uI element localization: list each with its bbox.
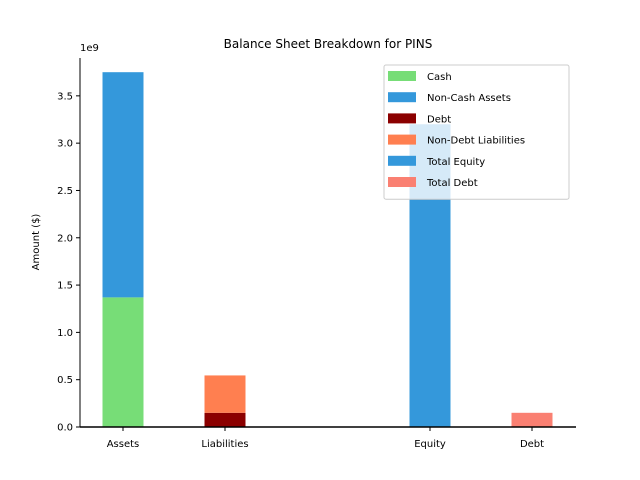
legend-label-non-cash-assets: Non-Cash Assets (427, 93, 511, 104)
y-tick-label: 1.0 (57, 328, 73, 339)
x-tick-label-liabilities: Liabilities (201, 439, 248, 450)
y-tick-label: 2.0 (57, 233, 73, 244)
y-tick-label: 3.0 (57, 139, 73, 150)
y-tick-label: 1.5 (57, 281, 73, 292)
x-axis: Assets Liabilities Equity Debt (80, 426, 576, 450)
legend-label-cash: Cash (427, 72, 452, 83)
legend-label-total-debt: Total Debt (426, 178, 478, 189)
legend-swatch-total-debt (388, 177, 416, 187)
x-tick-label-equity: Equity (414, 439, 446, 450)
x-tick-label-debt: Debt (520, 439, 544, 450)
y-axis-label: Amount ($) (31, 214, 42, 271)
legend-swatch-non-debt-liabilities (388, 134, 416, 145)
bar-debt-total-debt (511, 412, 553, 427)
legend-swatch-non-cash-assets (388, 92, 416, 103)
legend-swatch-debt (388, 113, 416, 124)
y-tick-label: 0.0 (57, 423, 73, 434)
y-tick-label: 0.5 (57, 375, 73, 386)
x-tick-label-assets: Assets (107, 439, 140, 450)
y-tick-label: 3.5 (57, 91, 73, 102)
y-offset-label: 1e9 (80, 43, 99, 54)
bar-assets-non-cash-assets (102, 72, 144, 298)
y-axis: 0.0 0.5 1.0 1.5 2.0 2.5 3.0 3.5 (57, 58, 81, 434)
legend-frame (383, 64, 570, 200)
legend-label-debt: Debt (427, 114, 451, 125)
bar-assets-cash (102, 297, 144, 427)
legend-swatch-total-equity (388, 155, 416, 166)
chart-title: Balance Sheet Breakdown for PINS (224, 37, 433, 51)
legend-label-non-debt-liabilities: Non-Debt Liabilities (427, 136, 525, 147)
bar-liabilities-non-debt-liabilities (204, 375, 246, 413)
bar-liabilities-debt (204, 412, 246, 427)
y-tick-label: 2.5 (57, 186, 73, 197)
legend-swatch-cash (388, 71, 416, 81)
legend: Cash Non-Cash Assets Debt Non-Debt Liabilit… (383, 64, 570, 200)
legend-label-total-equity: Total Equity (426, 157, 485, 168)
